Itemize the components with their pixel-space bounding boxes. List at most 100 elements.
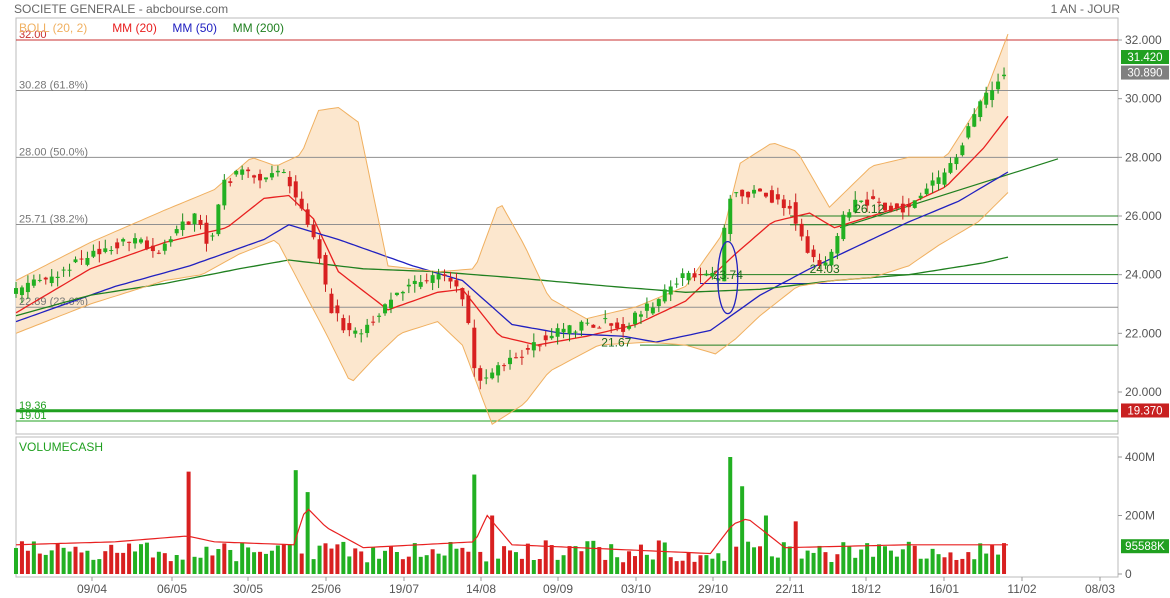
volume-bar	[960, 558, 965, 574]
volume-bar	[710, 558, 715, 574]
candle-body	[156, 252, 161, 254]
volume-bar	[418, 556, 423, 574]
volume-bar	[412, 543, 417, 574]
volume-bar	[763, 515, 768, 574]
candle-body	[656, 299, 661, 307]
candle-body	[597, 327, 602, 329]
price-tag	[1121, 403, 1169, 418]
volume-bar	[103, 551, 108, 574]
volume-bar	[406, 556, 411, 574]
volume-bar	[37, 553, 42, 574]
candle-body	[799, 223, 804, 237]
volume-bar	[847, 546, 852, 574]
candle-body	[942, 172, 947, 185]
candle-body	[67, 269, 72, 271]
candle-body	[311, 224, 316, 238]
candle-body	[662, 289, 667, 302]
volume-bar	[317, 545, 322, 574]
level-label: 32.00	[19, 29, 47, 41]
volume-bar	[394, 552, 399, 574]
candle-body	[252, 175, 257, 178]
candle-body	[31, 279, 36, 286]
volume-bar	[67, 551, 72, 574]
candle-body	[930, 180, 935, 186]
volume-bar	[150, 557, 155, 574]
volume-bar	[359, 551, 364, 574]
volume-bar	[281, 544, 286, 574]
volume-bar	[156, 551, 161, 574]
chart-period: 1 AN - JOUR	[1051, 2, 1121, 16]
candle-body	[115, 242, 120, 249]
candle-body	[972, 114, 977, 127]
candle-body	[85, 257, 90, 265]
candle-body	[924, 188, 929, 195]
candle-body	[371, 321, 376, 323]
x-axis-label: 18/12	[851, 582, 881, 596]
candle-body	[121, 239, 126, 242]
volume-bar	[383, 550, 388, 574]
volume-bar	[627, 551, 632, 574]
candle-body	[758, 188, 762, 192]
volume-bar	[644, 554, 649, 574]
volume-bar	[686, 552, 691, 574]
volume-bar	[912, 545, 917, 574]
candle-body	[448, 277, 453, 282]
candle-body	[686, 272, 691, 281]
volume-bar	[728, 457, 733, 574]
candle-body	[936, 177, 941, 184]
volume-bar	[43, 554, 48, 574]
candle-body	[531, 342, 536, 351]
volume-bar	[353, 548, 358, 574]
x-axis-label: 03/10	[621, 582, 651, 596]
candle-body	[293, 181, 298, 198]
candle-body	[25, 282, 30, 293]
volume-bar	[496, 558, 501, 574]
volume-bar	[758, 546, 762, 574]
volume-bar	[192, 556, 197, 574]
candle-body	[734, 192, 739, 194]
volume-bar	[14, 547, 18, 574]
highlight-ellipse	[717, 240, 739, 315]
candle-body	[954, 157, 959, 165]
volume-bar	[692, 561, 697, 574]
candle-body	[317, 239, 322, 259]
candle-body	[537, 345, 542, 347]
volume-bar	[835, 554, 840, 574]
candle-body	[180, 221, 185, 231]
candle-body	[61, 269, 66, 271]
volume-bar	[698, 555, 703, 574]
candle-body	[650, 307, 655, 314]
volume-bar	[633, 556, 638, 574]
volume-bar	[811, 552, 816, 574]
volume-bar	[299, 553, 304, 574]
volume-bar	[502, 546, 507, 574]
candle-body	[859, 200, 864, 202]
legend-entry: MM (50)	[172, 21, 217, 35]
volume-bar	[769, 556, 774, 574]
candle-body	[454, 280, 459, 287]
candle-body	[418, 282, 423, 287]
candle-body	[490, 372, 495, 379]
volume-bar	[650, 559, 655, 574]
candle-body	[680, 273, 685, 279]
candle-body	[305, 209, 310, 225]
volume-bar	[877, 544, 882, 574]
volume-bar	[871, 556, 876, 574]
candle-body	[996, 81, 1001, 90]
candle-body	[984, 92, 989, 105]
legend-entry: MM (200)	[233, 21, 284, 35]
x-axis-label: 30/05	[233, 582, 263, 596]
volume-bar	[597, 547, 602, 574]
volume-bar	[930, 548, 935, 574]
candle-body	[365, 324, 370, 334]
candle-body	[174, 229, 179, 234]
candle-body	[543, 335, 548, 341]
volume-bar	[311, 559, 316, 574]
candle-body	[144, 240, 149, 249]
price-annotation: 23.74	[713, 268, 743, 282]
volume-bar	[269, 550, 274, 574]
volume-bar	[31, 541, 36, 574]
candle-body	[603, 318, 608, 320]
volume-bar	[615, 557, 620, 574]
moving-average-line	[15, 171, 1009, 343]
